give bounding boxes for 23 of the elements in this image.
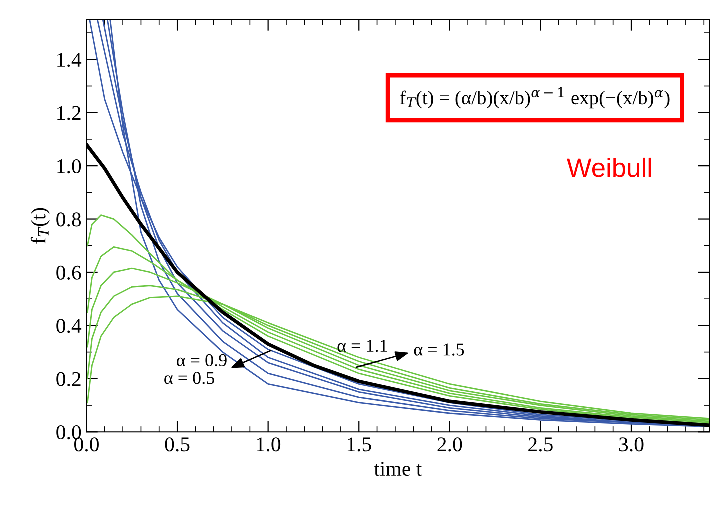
x-tick-label: 1.5	[348, 438, 372, 452]
y-tick-label: 0.4	[56, 319, 82, 334]
y-tick-label: 0.0	[56, 426, 82, 440]
x-tick-label: 2.5	[528, 438, 553, 452]
y-tick-label: 1.2	[58, 106, 81, 120]
annotation: α = 1.5	[414, 344, 464, 356]
y-tick-label: 0.2	[56, 372, 81, 386]
x-axis-title: time t	[374, 462, 422, 476]
y-tick-label: 0.6	[56, 266, 82, 280]
y-axis-title: f$_{T}$(t)	[30, 208, 50, 244]
y-tick-label: 1.0	[58, 159, 82, 174]
annotation: α = 0.9	[177, 354, 227, 367]
x-tick-label: 0.5	[165, 438, 190, 452]
x-tick-label: 2.0	[438, 438, 462, 452]
y-tick-label: 0.8	[56, 212, 82, 227]
annotation: α = 0.5	[164, 372, 214, 384]
y-tick-label: 1.4	[58, 53, 82, 68]
x-tick-label: 0.0	[74, 438, 99, 452]
annotation: Weibull	[567, 158, 652, 178]
x-tick-label: 3.0	[619, 438, 644, 452]
annotation: α = 1.1	[338, 340, 388, 352]
annotation: f$_{T}$(t) = (α/b)(x/b)$^{α−1}$ exp(−(x/b)$^{α}$)	[400, 87, 670, 109]
x-tick-label: 1.0	[257, 438, 281, 452]
